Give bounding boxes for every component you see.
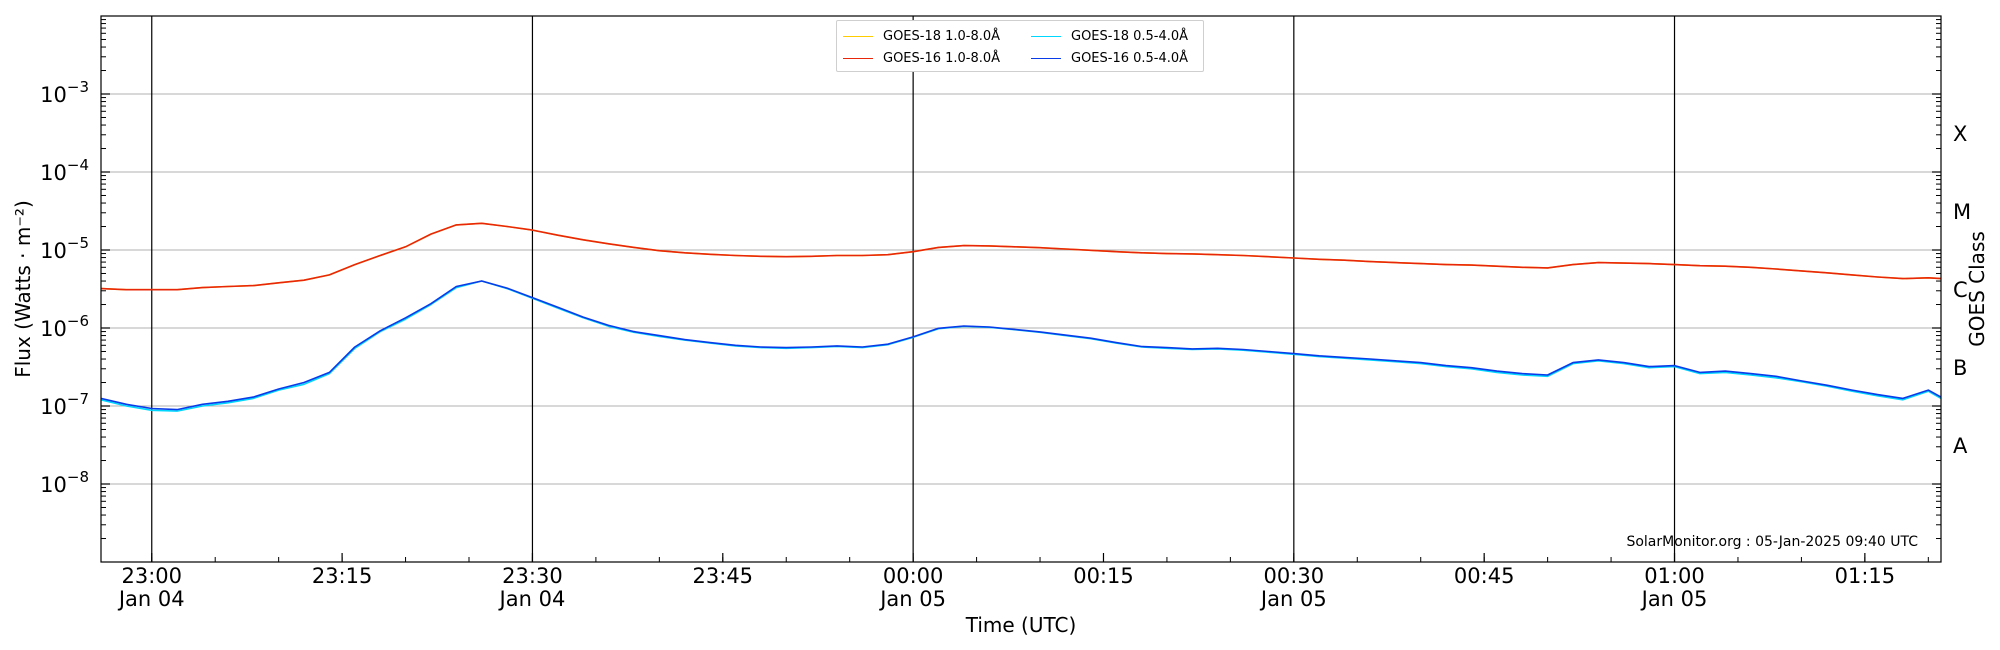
x-tick-label: 23:15: [312, 564, 373, 588]
x-tick-date-label: Jan 05: [878, 587, 946, 611]
legend-label: GOES-16 1.0-8.0Å: [883, 50, 1001, 66]
goes-class-label: A: [1953, 434, 1968, 458]
x-tick-label: 00:00: [883, 564, 944, 588]
x-tick-label: 23:45: [693, 564, 754, 588]
legend-item-goes18-short: GOES-18 0.5-4.0Å: [1031, 27, 1188, 45]
x-axis-label: Time (UTC): [965, 613, 1077, 637]
legend-label: GOES-16 0.5-4.0Å: [1071, 50, 1189, 66]
goes-class-label: X: [1953, 122, 1967, 146]
y-tick-label: 10−6: [40, 312, 89, 341]
x-tick-label: 23:00: [121, 564, 182, 588]
x-tick-label: 00:30: [1264, 564, 1325, 588]
legend-item-goes16-long: GOES-16 1.0-8.0Å: [843, 49, 1000, 67]
y-tick-label: 10−4: [40, 156, 89, 185]
x-tick-label: 01:15: [1835, 564, 1896, 588]
x-tick-label: 00:45: [1454, 564, 1515, 588]
source-credit: SolarMonitor.org : 05-Jan-2025 09:40 UTC: [1626, 534, 1918, 550]
legend-label: GOES-18 1.0-8.0Å: [883, 28, 1001, 44]
y-tick-label: 10−7: [40, 390, 89, 419]
goes-class-label: C: [1953, 278, 1968, 302]
goes-class-label: M: [1953, 200, 1971, 224]
x-tick-date-label: Jan 05: [1640, 587, 1708, 611]
plot-frame: [100, 15, 1942, 563]
goes-class-label: B: [1953, 356, 1967, 380]
x-tick-date-label: Jan 04: [498, 587, 566, 611]
series-line-2: [100, 222, 1942, 291]
y-tick-label: 10−3: [40, 78, 89, 107]
legend-label: GOES-18 0.5-4.0Å: [1071, 28, 1189, 44]
chart-legend: GOES-18 1.0-8.0Å GOES-16 1.0-8.0Å GOES-1…: [836, 20, 1204, 72]
legend-swatch: [1031, 35, 1061, 37]
series-line-3: [100, 280, 1942, 411]
x-tick-label: 01:00: [1644, 564, 1705, 588]
legend-swatch: [1031, 57, 1061, 59]
x-tick-label: 23:30: [502, 564, 563, 588]
series-line-1: [100, 280, 1942, 412]
x-tick-date-label: Jan 05: [1259, 587, 1327, 611]
x-tick-label: 00:15: [1073, 564, 1134, 588]
goes-class-axis-label: GOES Class: [1965, 231, 1989, 347]
legend-swatch: [843, 35, 873, 37]
y-axis-label: Flux (Watts · m⁻²): [11, 200, 35, 378]
legend-item-goes16-short: GOES-16 0.5-4.0Å: [1031, 49, 1188, 67]
x-tick-date-label: Jan 04: [117, 587, 185, 611]
legend-item-goes18-long: GOES-18 1.0-8.0Å: [843, 27, 1000, 45]
y-tick-label: 10−5: [40, 234, 89, 263]
legend-swatch: [843, 57, 873, 59]
y-tick-label: 10−8: [40, 468, 89, 497]
